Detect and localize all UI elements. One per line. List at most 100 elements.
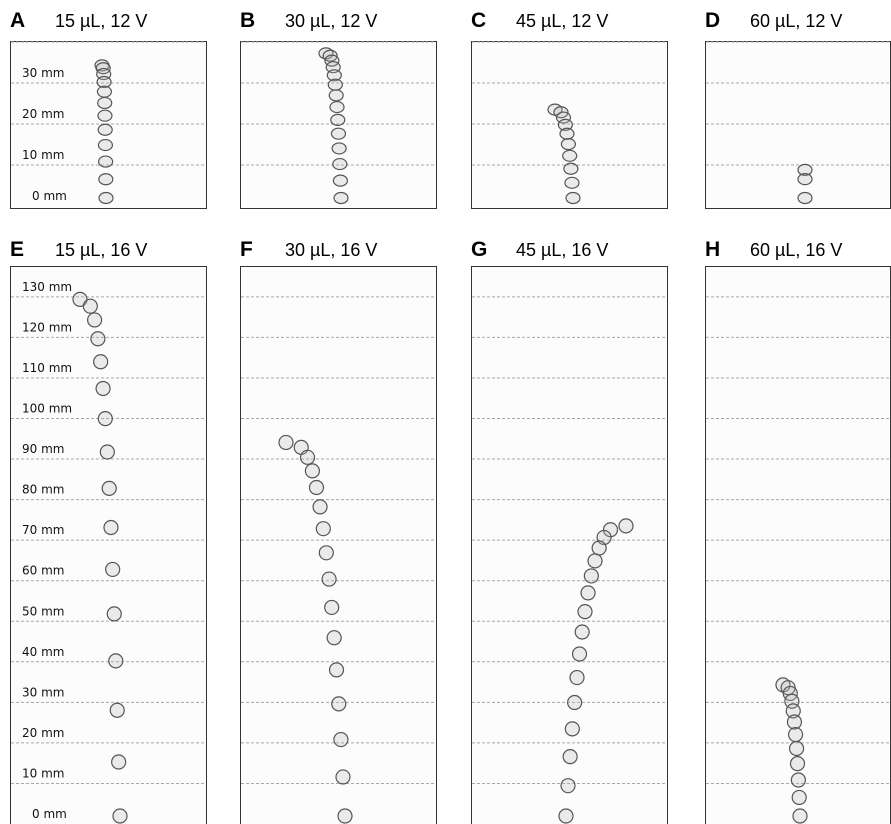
scale-label: 30 mm (22, 66, 64, 80)
droplet (619, 519, 633, 533)
droplet (566, 193, 580, 204)
droplet (563, 750, 577, 764)
droplet (301, 450, 315, 464)
droplet (316, 522, 330, 536)
droplet (98, 124, 112, 135)
scale-label: 120 mm (22, 320, 72, 334)
scale-label: 20 mm (22, 726, 64, 740)
droplet (560, 128, 574, 139)
droplet (327, 631, 341, 645)
panel-title: 60 µL, 16 V (750, 240, 842, 260)
droplet (325, 600, 339, 614)
panel-title: 45 µL, 12 V (516, 11, 608, 31)
panel-letter: D (705, 9, 720, 32)
page: {"panels": [ {"letter": "A", "title": "1… (0, 0, 891, 824)
droplet (322, 572, 336, 586)
droplet (109, 654, 123, 668)
panel-letter: F (240, 238, 253, 261)
droplet (313, 500, 327, 514)
droplet (331, 114, 345, 125)
scale-label: 0 mm (32, 189, 67, 203)
droplet (97, 86, 111, 97)
panel-frame (11, 267, 207, 824)
droplet (334, 193, 348, 204)
droplet (83, 299, 97, 313)
droplet (102, 481, 116, 495)
droplet (338, 809, 352, 823)
droplet (100, 445, 114, 459)
droplet (112, 755, 126, 769)
droplet (561, 139, 575, 150)
droplet (790, 757, 804, 771)
droplet (336, 770, 350, 784)
panel-title: 15 µL, 16 V (55, 240, 147, 260)
droplet (575, 625, 589, 639)
droplet (573, 647, 587, 661)
droplet (319, 546, 333, 560)
panel-title: 45 µL, 16 V (516, 240, 608, 260)
droplet (792, 790, 806, 804)
panel-letter: A (10, 9, 25, 32)
droplet (588, 554, 602, 568)
scale-label: 90 mm (22, 442, 64, 456)
droplet (88, 313, 102, 327)
scale-label: 10 mm (22, 148, 64, 162)
droplet (330, 102, 344, 113)
scale-label: 130 mm (22, 280, 72, 294)
droplet (333, 175, 347, 186)
droplet (98, 140, 112, 151)
droplet (329, 90, 343, 101)
droplet (98, 412, 112, 426)
droplet (790, 741, 804, 755)
droplet (106, 562, 120, 576)
droplet (563, 150, 577, 161)
panel-title: 15 µL, 12 V (55, 11, 147, 31)
droplet (789, 728, 803, 742)
droplet (332, 697, 346, 711)
droplet (565, 722, 579, 736)
droplet (564, 163, 578, 174)
droplet (568, 696, 582, 710)
droplet (330, 663, 344, 677)
scale-label: 40 mm (22, 645, 64, 659)
droplet (798, 193, 812, 204)
figure: A 15 µL, 12 V 30 mm 20 mm 10 mm 0 mm B 30 µL, 1… (0, 0, 891, 824)
droplet (98, 97, 112, 108)
droplet (332, 143, 346, 154)
scale-label: 30 mm (22, 685, 64, 699)
droplet (99, 156, 113, 167)
panel-title: 60 µL, 12 V (750, 11, 842, 31)
droplet (334, 733, 348, 747)
droplet (94, 355, 108, 369)
droplet (565, 177, 579, 188)
panel-letter: H (705, 238, 720, 261)
scale-label: 60 mm (22, 564, 64, 578)
panel-frame (706, 42, 891, 209)
droplet (559, 809, 573, 823)
panel-letter: C (471, 9, 486, 32)
panel-title: 30 µL, 12 V (285, 11, 377, 31)
droplet (331, 128, 345, 139)
droplet (328, 79, 342, 90)
droplet (793, 809, 807, 823)
scale-label: 10 mm (22, 766, 64, 780)
droplet (99, 193, 113, 204)
droplet (279, 435, 293, 449)
panel-letter: B (240, 9, 255, 32)
droplet (99, 174, 113, 185)
panel-letter: E (10, 238, 24, 261)
panel-letter: G (471, 238, 487, 261)
droplet (91, 332, 105, 346)
droplet (333, 159, 347, 170)
scale-label: 80 mm (22, 483, 64, 497)
droplet (592, 541, 606, 555)
droplet (787, 715, 801, 729)
scale-label: 70 mm (22, 523, 64, 537)
panel-frame (472, 267, 668, 824)
droplet (584, 569, 598, 583)
droplet (581, 586, 595, 600)
droplet (798, 174, 812, 185)
droplet (570, 671, 584, 685)
droplet (107, 607, 121, 621)
droplet (110, 703, 124, 717)
